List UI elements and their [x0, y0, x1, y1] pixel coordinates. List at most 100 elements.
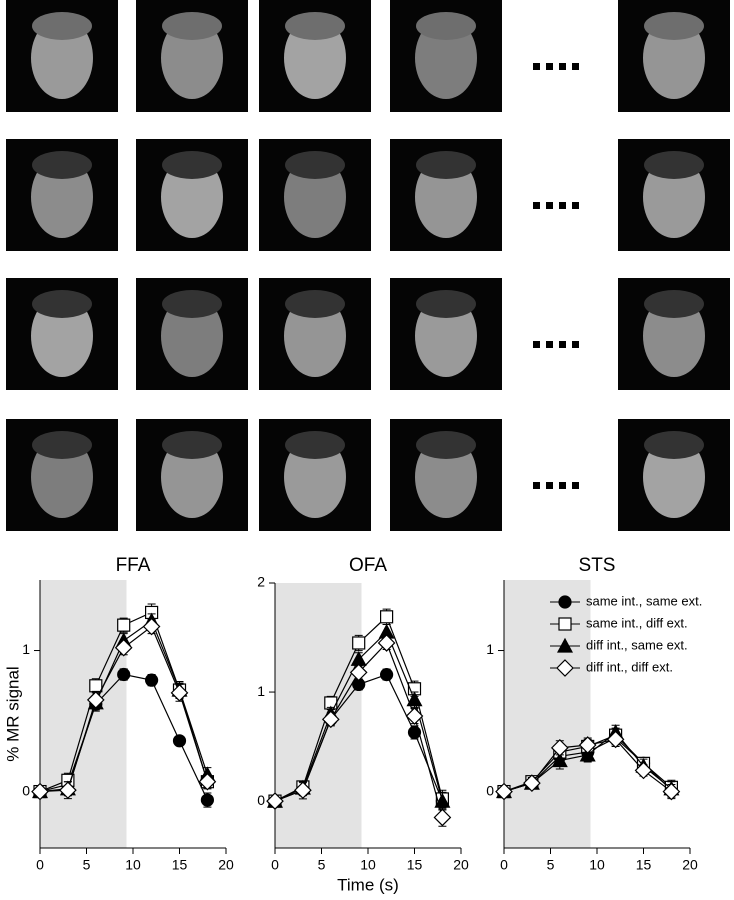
legend-marker — [556, 637, 574, 653]
ellipsis-dot — [572, 482, 579, 489]
marker — [433, 808, 452, 827]
hair — [162, 290, 222, 318]
x-tick-label: 20 — [453, 857, 469, 873]
legend-label: same int., same ext. — [586, 593, 702, 608]
ellipsis-dot — [546, 482, 553, 489]
ellipsis-dot — [533, 202, 540, 209]
x-tick-label: 0 — [271, 857, 279, 873]
marker — [523, 774, 541, 792]
x-tick-label: 15 — [636, 857, 652, 873]
marker — [86, 691, 105, 709]
legend-label: diff int., diff ext. — [586, 659, 673, 674]
ellipsis-dot — [572, 202, 579, 209]
x-tick-label: 10 — [125, 857, 141, 873]
marker — [579, 746, 596, 762]
marker — [634, 761, 653, 780]
chart-title: FFA — [116, 555, 151, 576]
ellipsis-dot — [559, 63, 566, 70]
marker — [551, 752, 568, 768]
hair — [285, 12, 345, 40]
ellipsis-dot — [559, 202, 566, 209]
marker — [406, 691, 423, 707]
x-tick-label: 20 — [218, 857, 234, 873]
x-tick-label: 0 — [36, 857, 44, 873]
chart-title: STS — [579, 555, 616, 576]
marker — [380, 610, 394, 624]
stimulus-period — [40, 580, 127, 848]
y-tick-label: 1 — [22, 641, 30, 657]
ellipsis-dot — [546, 202, 553, 209]
legend-marker — [558, 595, 572, 609]
hair — [644, 431, 704, 459]
hair — [416, 290, 476, 318]
marker — [170, 683, 189, 702]
hair — [32, 151, 92, 179]
x-tick-label: 10 — [360, 857, 376, 873]
hair — [416, 431, 476, 459]
x-axis-label: Time (s) — [337, 875, 399, 894]
marker — [117, 667, 131, 682]
hair — [32, 290, 92, 318]
hair — [32, 12, 92, 40]
x-tick-label: 15 — [172, 857, 188, 873]
marker — [59, 781, 77, 800]
hair — [644, 12, 704, 40]
x-tick-label: 5 — [318, 857, 326, 873]
marker — [172, 734, 187, 748]
marker — [352, 636, 366, 650]
hair — [32, 431, 92, 459]
x-tick-label: 20 — [682, 857, 698, 873]
ellipsis-dot — [546, 63, 553, 70]
marker — [349, 663, 368, 682]
hair — [162, 431, 222, 459]
x-tick-label: 15 — [407, 857, 423, 873]
x-tick-label: 10 — [589, 857, 605, 873]
ellipsis-dot — [572, 341, 579, 348]
chart-title: OFA — [349, 555, 387, 576]
hair — [644, 290, 704, 318]
marker — [114, 638, 133, 657]
marker — [578, 736, 597, 754]
stimulus-period — [275, 583, 362, 848]
y-tick-label: 1 — [486, 641, 494, 657]
marker — [662, 782, 681, 801]
y-tick-label: 2 — [257, 574, 265, 590]
stimulus-period — [504, 580, 591, 848]
y-tick-label: 0 — [22, 782, 30, 798]
marker — [495, 782, 513, 801]
marker — [198, 772, 217, 791]
face-stimuli — [6, 0, 730, 531]
y-axis-label: % MR signal — [3, 666, 22, 761]
marker — [200, 793, 214, 807]
y-tick-label: 0 — [486, 782, 494, 798]
y-tick-label: 1 — [257, 683, 265, 699]
marker — [31, 782, 49, 801]
marker — [89, 679, 103, 693]
marker — [405, 707, 424, 725]
hair — [162, 151, 222, 179]
marker — [550, 739, 569, 757]
y-tick-label: 0 — [257, 792, 265, 808]
legend-marker — [556, 659, 574, 677]
ellipsis-dot — [559, 341, 566, 348]
marker — [321, 710, 340, 729]
ellipsis-dot — [533, 63, 540, 70]
ellipsis-dot — [546, 341, 553, 348]
marker — [380, 668, 394, 682]
legend-label: diff int., same ext. — [586, 637, 688, 652]
marker — [294, 781, 312, 800]
marker — [407, 725, 422, 740]
marker — [142, 617, 161, 636]
hair — [162, 12, 222, 40]
x-tick-label: 0 — [500, 857, 508, 873]
hair — [285, 431, 345, 459]
legend-marker — [558, 617, 572, 631]
hair — [644, 151, 704, 179]
marker — [606, 730, 625, 749]
marker — [117, 618, 131, 632]
ellipsis-dot — [559, 482, 566, 489]
ellipsis-dot — [533, 482, 540, 489]
marker — [266, 792, 284, 810]
hair — [416, 12, 476, 40]
